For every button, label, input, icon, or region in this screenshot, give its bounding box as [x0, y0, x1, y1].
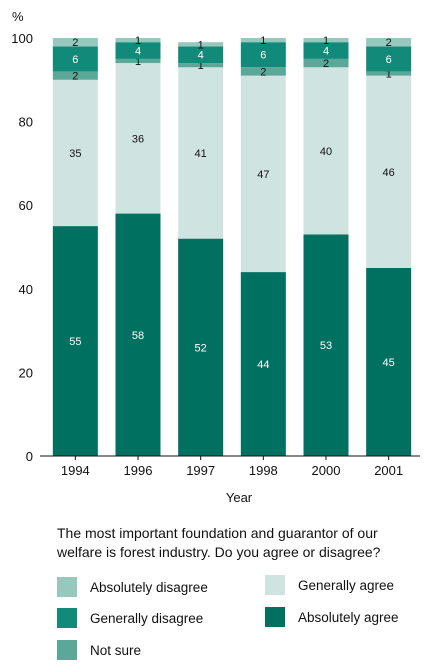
legend-label-generally-agree: Generally agree [298, 577, 395, 593]
bar-1998-not-sure [240, 67, 286, 76]
data-label-1994-generally-agree: 35 [69, 148, 81, 160]
x-tick-label-2000: 2000 [312, 463, 341, 478]
data-label-2000-absolutely-agree: 53 [320, 340, 332, 352]
data-label-1998-absolutely-agree: 44 [257, 359, 269, 371]
bar-1996-absolutely-disagree [115, 38, 161, 43]
data-label-1996-generally-agree: 36 [132, 133, 144, 145]
bar-2000-not-sure [303, 58, 349, 68]
bar-1994-absolutely-disagree [52, 38, 98, 47]
data-label-1997-absolutely-disagree: 1 [198, 39, 204, 51]
y-unit-label: % [12, 9, 24, 24]
legend-label-generally-disagree: Generally disagree [90, 610, 204, 626]
data-label-2001-absolutely-agree: 45 [383, 357, 395, 369]
legend-swatch-absolutely-agree [265, 607, 285, 627]
data-label-1994-absolutely-disagree: 2 [72, 37, 78, 49]
bar-2001-generally-agree [366, 75, 412, 268]
data-label-1996-absolutely-agree: 58 [132, 330, 144, 342]
x-tick-label-2001: 2001 [374, 463, 403, 478]
data-label-1994-not-sure: 2 [72, 71, 78, 83]
legend-label-absolutely-disagree: Absolutely disagree [90, 579, 208, 595]
data-label-1998-absolutely-disagree: 1 [260, 35, 266, 47]
data-label-2000-generally-disagree: 4 [323, 46, 329, 58]
bar-1994-generally-agree [52, 79, 98, 227]
y-tick-label-100: 100 [11, 31, 33, 46]
bar-1997-generally-agree [178, 67, 224, 239]
y-tick-label-40: 40 [19, 282, 33, 297]
bar-2000-generally-disagree [303, 42, 349, 59]
data-label-2000-not-sure: 2 [323, 58, 329, 70]
legend-swatch-not-sure [57, 640, 77, 660]
data-label-1998-generally-disagree: 6 [260, 50, 266, 62]
data-label-2000-generally-agree: 40 [320, 146, 332, 158]
stacked-bar-chart: %020406080100553526219945836141199652411… [11, 9, 420, 505]
legend-item-not-sure: Not sure [57, 640, 141, 660]
data-label-1998-generally-agree: 47 [257, 169, 269, 181]
bar-1998-generally-disagree [240, 42, 286, 68]
x-axis-title: Year [226, 490, 253, 505]
x-tick-label-1994: 1994 [61, 463, 90, 478]
bar-1994-generally-disagree [52, 46, 98, 72]
data-label-1994-absolutely-agree: 55 [69, 336, 81, 348]
bar-2001-absolutely-disagree [366, 38, 412, 47]
data-label-2001-generally-agree: 46 [383, 167, 395, 179]
bar-2001-absolutely-agree [366, 267, 412, 456]
bar-1997-absolutely-agree [178, 238, 224, 456]
data-label-1997-generally-agree: 41 [195, 148, 207, 160]
data-label-1996-generally-disagree: 4 [135, 46, 141, 58]
x-tick-label-1997: 1997 [186, 463, 215, 478]
bar-1994-absolutely-agree [52, 226, 98, 456]
bar-1996-generally-disagree [115, 42, 161, 59]
data-label-1997-not-sure: 1 [198, 60, 204, 72]
bar-1998-absolutely-disagree [240, 38, 286, 43]
bar-1997-not-sure [178, 63, 224, 68]
data-label-1996-not-sure: 1 [135, 56, 141, 68]
data-label-2001-generally-disagree: 6 [386, 54, 392, 66]
bar-1996-not-sure [115, 58, 161, 64]
bar-1998-generally-agree [240, 75, 286, 273]
legend-label-absolutely-agree: Absolutely agree [298, 609, 399, 625]
bar-2000-generally-agree [303, 67, 349, 235]
bar-2001-not-sure [366, 71, 412, 76]
data-label-2001-not-sure: 1 [386, 69, 392, 81]
y-tick-label-20: 20 [19, 365, 33, 380]
bar-1997-absolutely-disagree [178, 42, 224, 47]
legend-swatch-absolutely-disagree [57, 577, 77, 597]
bar-1996-absolutely-agree [115, 213, 161, 456]
bar-2000-absolutely-disagree [303, 38, 349, 43]
bar-1997-generally-disagree [178, 46, 224, 64]
legend-item-absolutely-agree: Absolutely agree [265, 607, 399, 627]
legend-swatch-generally-agree [265, 575, 285, 595]
bar-1996-generally-agree [115, 63, 161, 214]
bar-2000-absolutely-agree [303, 234, 349, 456]
legend-label-not-sure: Not sure [90, 642, 142, 658]
bar-1994-not-sure [52, 71, 98, 80]
data-label-1998-not-sure: 2 [260, 66, 266, 78]
legend-item-absolutely-disagree: Absolutely disagree [57, 577, 208, 597]
x-tick-label-1998: 1998 [249, 463, 278, 478]
data-label-1996-absolutely-disagree: 1 [135, 35, 141, 47]
bar-2001-generally-disagree [366, 46, 412, 72]
x-tick-label-1996: 1996 [124, 463, 153, 478]
data-label-1997-absolutely-agree: 52 [195, 342, 207, 354]
legend-item-generally-disagree: Generally disagree [57, 608, 203, 628]
bar-1998-absolutely-agree [240, 272, 286, 456]
y-tick-label-60: 60 [19, 198, 33, 213]
data-label-1997-generally-disagree: 4 [198, 50, 204, 62]
survey-question: The most important foundation and guaran… [57, 525, 381, 560]
data-label-2001-absolutely-disagree: 2 [386, 37, 392, 49]
legend-swatch-generally-disagree [57, 608, 77, 628]
data-label-2000-absolutely-disagree: 1 [323, 35, 329, 47]
y-tick-label-80: 80 [19, 115, 33, 130]
data-label-1994-generally-disagree: 6 [72, 54, 78, 66]
y-tick-label-0: 0 [26, 449, 33, 464]
legend-item-generally-agree: Generally agree [265, 575, 394, 595]
